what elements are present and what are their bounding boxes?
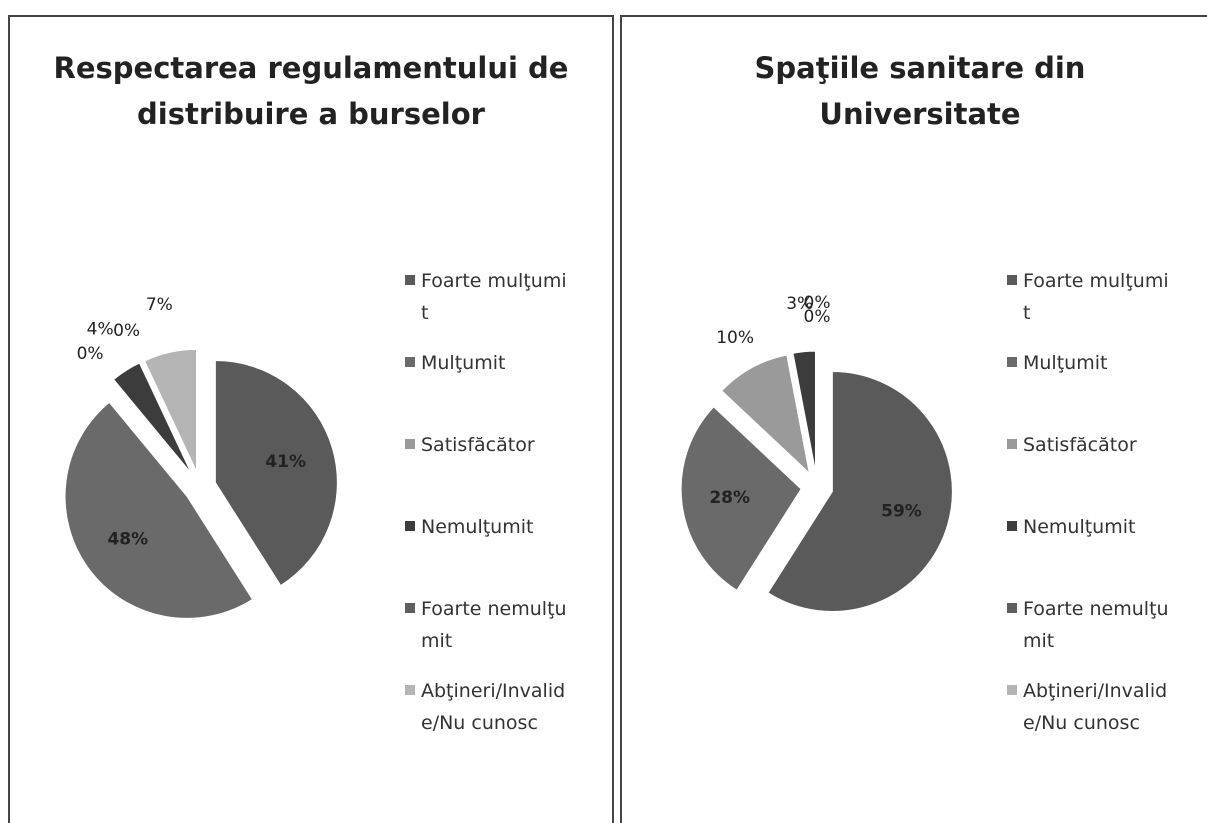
legend-swatch: [405, 357, 415, 367]
pie-slice: [112, 362, 192, 474]
legend-item: Foarte nemulţumit: [405, 593, 595, 675]
data-label: 41%: [265, 452, 306, 472]
legend-item: Satisfăcător: [1007, 429, 1197, 511]
legend-label: Foarte mulţumit: [421, 270, 567, 324]
legend-label: Mulţumit: [421, 352, 506, 374]
legend-label: Nemulţumit: [421, 516, 534, 538]
legend-label: Mulţumit: [1023, 352, 1108, 374]
legend-item: Nemulţumit: [405, 511, 595, 593]
chart-panel: Respectarea regulamentului de distribuir…: [8, 15, 614, 823]
data-label: 48%: [107, 529, 148, 549]
legend-label: Nemulţumit: [1023, 516, 1136, 538]
legend-item: Mulţumit: [1007, 347, 1197, 429]
legend-item: Foarte mulţumit: [405, 265, 595, 347]
data-label: 0%: [804, 293, 831, 313]
data-label: 28%: [709, 488, 750, 508]
data-label: 0%: [113, 321, 140, 341]
legend-swatch: [405, 603, 415, 613]
pie-slice: [792, 350, 816, 472]
chart-title: Respectarea regulamentului de distribuir…: [53, 51, 569, 131]
legend-item: Nemulţumit: [1007, 511, 1197, 593]
legend-item: Satisfăcător: [405, 429, 595, 511]
legend-swatch: [405, 521, 415, 531]
legend-item: Foarte mulţumit: [1007, 265, 1197, 347]
legend-label: Satisfăcător: [421, 434, 535, 456]
legend-label: Foarte mulţumit: [1023, 270, 1169, 324]
legend-swatch: [405, 439, 415, 449]
legend-swatch: [1007, 275, 1017, 285]
legend: Foarte mulţumit Mulţumit Satisfăcător Nemul…: [405, 265, 595, 757]
pie-slice: [214, 360, 338, 587]
data-label: 4%: [87, 320, 114, 340]
pie-chart: 41%48%0%4% 0%7%: [64, 295, 338, 619]
legend-item: Abţineri/Invalide/Nu cunosc: [405, 675, 595, 757]
data-label: 0%: [77, 344, 104, 364]
pie-slice: [143, 348, 198, 472]
legend-label: Foarte nemulţumit: [1023, 598, 1169, 652]
chart-title: Spaţiile sanitare din Universitate: [754, 51, 1086, 131]
data-label: 59%: [881, 502, 922, 522]
pie-slice: [721, 354, 811, 475]
pie-slice: [767, 370, 953, 612]
data-label: 3%: [786, 294, 813, 314]
legend-swatch: [405, 275, 415, 285]
legend-item: Abţineri/Invalide/Nu cunosc: [1007, 675, 1197, 757]
legend-label: Abţineri/Invalide/Nu cunosc: [421, 680, 566, 734]
legend-swatch: [1007, 521, 1017, 531]
legend-label: Satisfăcător: [1023, 434, 1137, 456]
legend-label: Abţineri/Invalide/Nu cunosc: [1023, 680, 1168, 734]
pie-chart: 59% 28% 10% 3%0%0%: [680, 293, 953, 612]
data-label: 10%: [716, 328, 754, 348]
legend-item: Mulţumit: [405, 347, 595, 429]
chart-panel: Spaţiile sanitare din Universitate 59% 28%…: [620, 15, 1207, 823]
pie-slice: [680, 406, 802, 592]
legend-swatch: [1007, 439, 1017, 449]
legend-swatch: [1007, 603, 1017, 613]
data-label: 0%: [804, 307, 831, 327]
legend-label: Foarte nemulţumit: [421, 598, 567, 652]
legend-swatch: [405, 685, 415, 695]
legend-swatch: [1007, 685, 1017, 695]
data-label: 7%: [146, 295, 173, 315]
legend-swatch: [1007, 357, 1017, 367]
legend-item: Foarte nemulţumit: [1007, 593, 1197, 675]
legend: Foarte mulţumit Mulţumit Satisfăcător Nemul…: [1007, 265, 1197, 757]
pie-slice: [64, 401, 254, 619]
